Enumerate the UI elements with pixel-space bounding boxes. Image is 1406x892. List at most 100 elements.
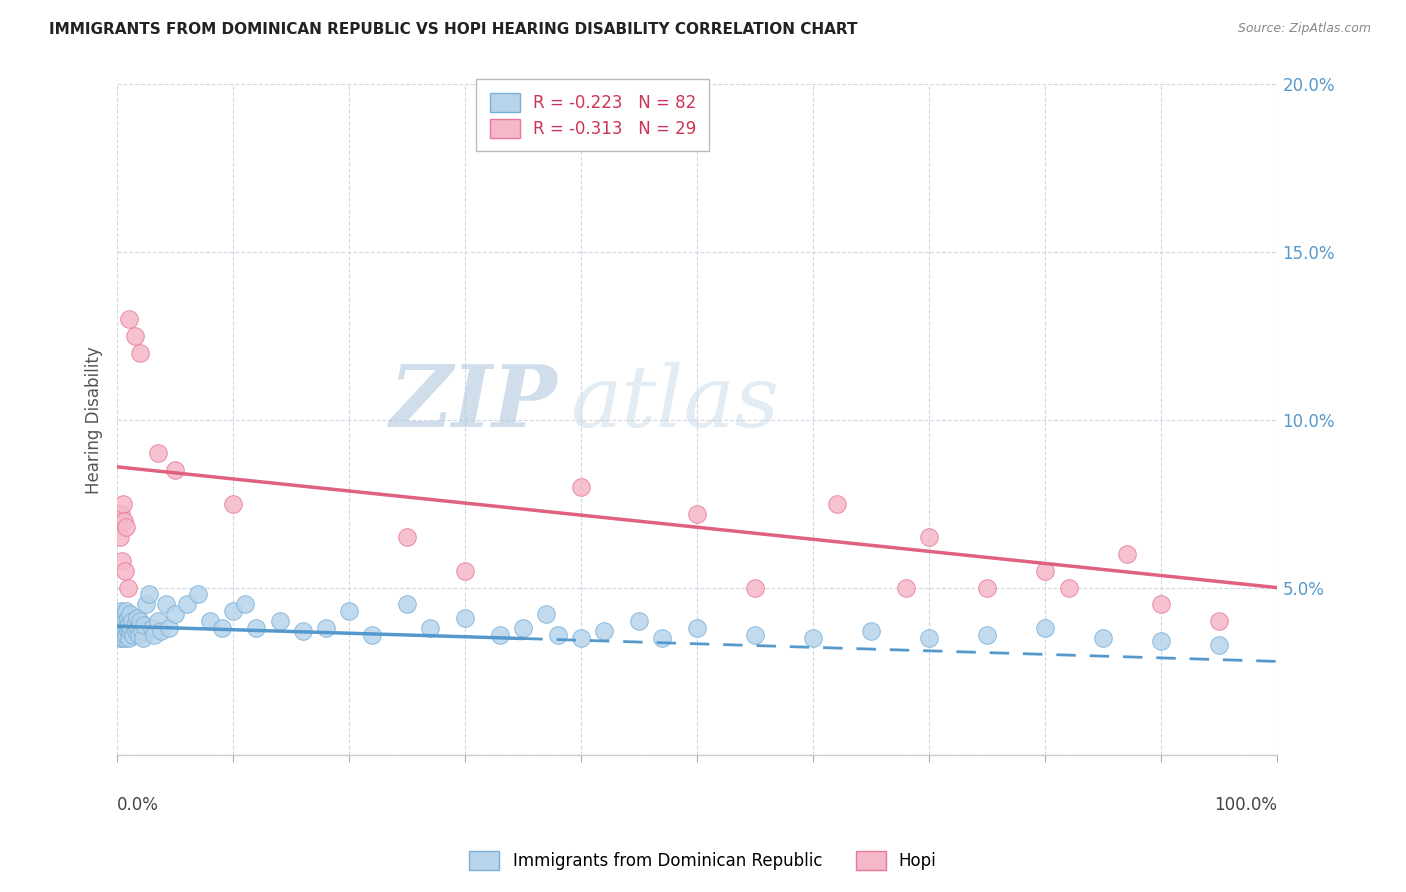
- Point: [115, 621, 138, 635]
- Point: [118, 631, 141, 645]
- Point: [651, 631, 673, 645]
- Point: [117, 624, 139, 639]
- Point: [155, 598, 177, 612]
- Point: [114, 614, 136, 628]
- Point: [108, 530, 131, 544]
- Point: [115, 617, 138, 632]
- Point: [211, 621, 233, 635]
- Point: [1208, 638, 1230, 652]
- Point: [1057, 581, 1080, 595]
- Point: [114, 564, 136, 578]
- Point: [114, 607, 136, 622]
- Point: [419, 621, 441, 635]
- Point: [860, 624, 883, 639]
- Point: [110, 604, 132, 618]
- Point: [628, 614, 651, 628]
- Point: [108, 631, 131, 645]
- Point: [121, 614, 143, 628]
- Point: [547, 627, 569, 641]
- Point: [1033, 621, 1056, 635]
- Point: [512, 621, 534, 635]
- Point: [157, 621, 180, 635]
- Point: [396, 598, 419, 612]
- Point: [222, 497, 245, 511]
- Point: [569, 631, 592, 645]
- Point: [120, 621, 142, 635]
- Point: [107, 514, 129, 528]
- Point: [131, 624, 153, 639]
- Point: [1150, 598, 1173, 612]
- Point: [187, 587, 209, 601]
- Text: atlas: atlas: [569, 362, 779, 444]
- Point: [489, 627, 512, 641]
- Point: [976, 627, 998, 641]
- Point: [138, 587, 160, 601]
- Point: [976, 581, 998, 595]
- Point: [198, 614, 221, 628]
- Point: [135, 598, 157, 612]
- Point: [112, 617, 135, 632]
- Point: [118, 312, 141, 326]
- Point: [146, 446, 169, 460]
- Point: [894, 581, 917, 595]
- Point: [918, 530, 941, 544]
- Text: IMMIGRANTS FROM DOMINICAN REPUBLIC VS HOPI HEARING DISABILITY CORRELATION CHART: IMMIGRANTS FROM DOMINICAN REPUBLIC VS HO…: [49, 22, 858, 37]
- Point: [118, 624, 141, 639]
- Text: ZIP: ZIP: [391, 361, 558, 445]
- Point: [1092, 631, 1115, 645]
- Point: [361, 627, 384, 641]
- Point: [111, 497, 134, 511]
- Point: [112, 624, 135, 639]
- Point: [114, 631, 136, 645]
- Point: [825, 497, 848, 511]
- Point: [122, 627, 145, 641]
- Point: [129, 346, 152, 360]
- Point: [222, 604, 245, 618]
- Point: [686, 507, 709, 521]
- Point: [117, 581, 139, 595]
- Point: [107, 621, 129, 635]
- Point: [118, 607, 141, 622]
- Point: [593, 624, 616, 639]
- Point: [127, 621, 149, 635]
- Point: [128, 627, 150, 641]
- Point: [110, 617, 132, 632]
- Point: [569, 480, 592, 494]
- Point: [454, 564, 477, 578]
- Legend: R = -0.223   N = 82, R = -0.313   N = 29: R = -0.223 N = 82, R = -0.313 N = 29: [477, 79, 710, 151]
- Point: [315, 621, 337, 635]
- Text: 100.0%: 100.0%: [1215, 796, 1278, 814]
- Point: [233, 598, 256, 612]
- Point: [111, 554, 134, 568]
- Point: [291, 624, 314, 639]
- Point: [744, 581, 766, 595]
- Point: [1208, 614, 1230, 628]
- Y-axis label: Hearing Disability: Hearing Disability: [86, 346, 103, 494]
- Point: [245, 621, 267, 635]
- Point: [396, 530, 419, 544]
- Point: [129, 614, 152, 628]
- Point: [141, 621, 163, 635]
- Point: [108, 607, 131, 622]
- Point: [150, 624, 173, 639]
- Point: [686, 621, 709, 635]
- Point: [744, 627, 766, 641]
- Point: [112, 514, 135, 528]
- Point: [125, 624, 148, 639]
- Point: [125, 611, 148, 625]
- Point: [454, 611, 477, 625]
- Point: [165, 463, 187, 477]
- Point: [536, 607, 558, 622]
- Point: [115, 520, 138, 534]
- Point: [337, 604, 360, 618]
- Text: Source: ZipAtlas.com: Source: ZipAtlas.com: [1237, 22, 1371, 36]
- Point: [110, 507, 132, 521]
- Point: [269, 614, 291, 628]
- Point: [132, 617, 155, 632]
- Point: [165, 607, 187, 622]
- Point: [1150, 634, 1173, 648]
- Point: [111, 611, 134, 625]
- Point: [111, 627, 134, 641]
- Point: [111, 631, 134, 645]
- Point: [111, 614, 134, 628]
